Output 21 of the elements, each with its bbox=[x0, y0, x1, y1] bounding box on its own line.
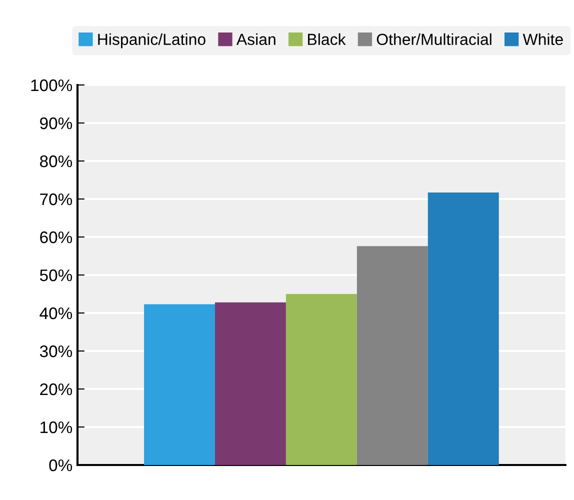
legend-label: Black bbox=[308, 33, 346, 46]
bar bbox=[286, 294, 357, 465]
legend-label: White bbox=[522, 33, 563, 46]
legend-label: Other/Multiracial bbox=[376, 33, 492, 46]
legend-label: Hispanic/Latino bbox=[98, 33, 206, 48]
bar bbox=[144, 304, 215, 465]
bar bbox=[214, 302, 286, 465]
y-tick-label: 80% bbox=[40, 155, 72, 168]
y-tick-label: 70% bbox=[40, 193, 72, 206]
y-tick-label: 20% bbox=[40, 383, 72, 396]
y-tick-label: 90% bbox=[40, 117, 72, 130]
y-tick-label: 0% bbox=[49, 459, 72, 472]
y-tick-label: 30% bbox=[40, 345, 72, 358]
bar bbox=[356, 246, 428, 465]
y-tick-label: 50% bbox=[40, 269, 72, 282]
y-tick-label: 40% bbox=[40, 307, 72, 320]
y-tick-label: 10% bbox=[40, 421, 72, 434]
legend-label: Asian bbox=[236, 33, 276, 46]
bar bbox=[428, 192, 499, 465]
y-tick-label: 100% bbox=[31, 79, 72, 92]
y-tick-label: 60% bbox=[40, 231, 72, 244]
